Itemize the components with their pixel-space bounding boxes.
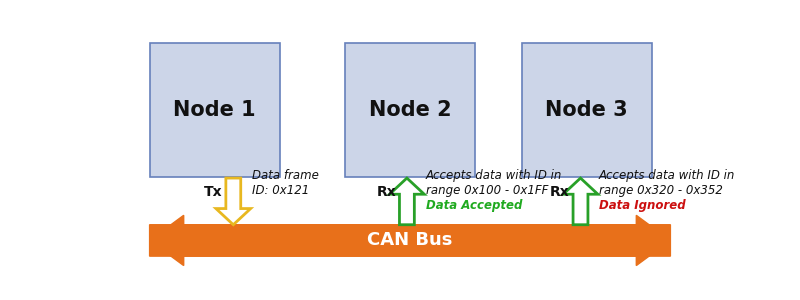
FancyBboxPatch shape bbox=[522, 43, 652, 177]
Text: Data frame
ID: 0x121: Data frame ID: 0x121 bbox=[252, 169, 318, 197]
Text: Data Accepted: Data Accepted bbox=[426, 199, 522, 212]
Text: Rx: Rx bbox=[377, 185, 396, 199]
Text: Accepts data with ID in
range 0x100 - 0x1FF: Accepts data with ID in range 0x100 - 0x… bbox=[426, 169, 562, 197]
Polygon shape bbox=[216, 178, 250, 225]
Text: Node 3: Node 3 bbox=[546, 100, 628, 120]
Text: Node 2: Node 2 bbox=[369, 100, 451, 120]
FancyBboxPatch shape bbox=[150, 43, 280, 177]
Text: CAN Bus: CAN Bus bbox=[367, 231, 453, 249]
FancyArrow shape bbox=[150, 215, 670, 266]
Text: Rx: Rx bbox=[550, 185, 570, 199]
Polygon shape bbox=[563, 178, 598, 225]
Text: Accepts data with ID in
range 0x320 - 0x352: Accepts data with ID in range 0x320 - 0x… bbox=[599, 169, 735, 197]
Text: Data Ignored: Data Ignored bbox=[599, 199, 686, 212]
FancyArrow shape bbox=[150, 215, 670, 266]
Polygon shape bbox=[390, 178, 424, 225]
FancyBboxPatch shape bbox=[345, 43, 475, 177]
Text: Node 1: Node 1 bbox=[174, 100, 256, 120]
Text: Tx: Tx bbox=[204, 185, 222, 199]
